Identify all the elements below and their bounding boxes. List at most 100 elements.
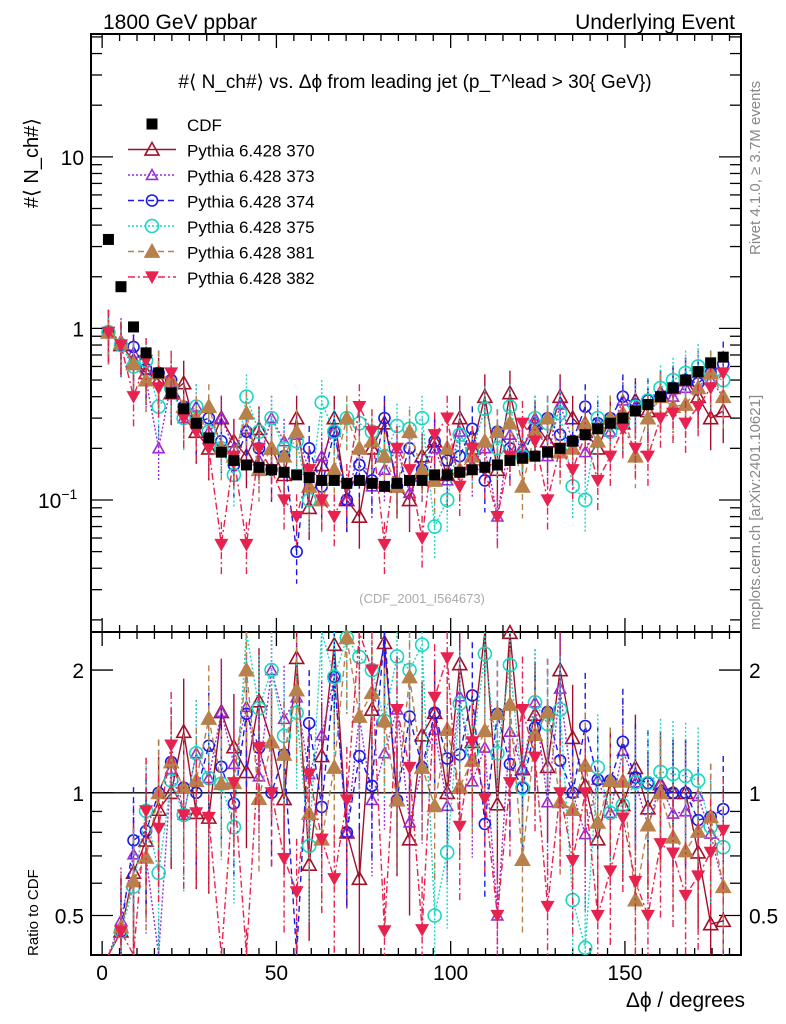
data-point [529, 450, 541, 462]
data-point [266, 464, 278, 476]
ratio-point [702, 915, 720, 931]
data-point [680, 374, 692, 386]
ratio-point [327, 670, 341, 684]
ratio-point [302, 716, 316, 730]
data-point [275, 447, 293, 463]
data-point [165, 387, 177, 399]
data-point [125, 355, 142, 371]
data-point [654, 391, 666, 403]
data-point [102, 233, 114, 245]
ratio-point [514, 850, 531, 866]
x-tick-label: 150 [607, 962, 642, 985]
ratio-point [465, 774, 480, 787]
ratio-point [275, 745, 293, 761]
data-point [528, 435, 543, 449]
data-point [705, 357, 717, 369]
data-point [427, 519, 442, 534]
data-point [579, 429, 591, 441]
data-point [264, 410, 279, 426]
data-point [615, 423, 630, 436]
ratio-point [478, 817, 492, 831]
ratio-point [325, 636, 343, 652]
data-point [101, 326, 116, 340]
ratio-point [639, 816, 657, 832]
ratio-point [240, 707, 253, 721]
data-point [477, 401, 493, 417]
ratio-point [313, 747, 331, 763]
ratio-point [690, 773, 706, 788]
ratio-point [113, 925, 128, 939]
data-point [251, 442, 266, 456]
ratio-y-tick-label-left: 2 [72, 660, 84, 683]
ratio-point [264, 787, 279, 800]
data-point [314, 449, 329, 462]
data-point [703, 382, 718, 395]
ratio-series-pythia-6-428-382 [107, 631, 731, 958]
ratio-point [451, 655, 469, 671]
data-point [479, 461, 491, 473]
ratio-point [238, 661, 255, 677]
data-point [440, 412, 455, 426]
data-point [404, 474, 416, 486]
ratio-point [212, 775, 230, 791]
ratio-point [539, 703, 556, 719]
ratio-point [364, 664, 379, 678]
data-point [678, 417, 693, 431]
data-point [240, 459, 252, 471]
ratio-point [314, 728, 329, 741]
data-point [215, 446, 227, 458]
ratio-line [107, 631, 724, 956]
data-point [501, 414, 519, 430]
series-line [108, 331, 724, 517]
ratio-point [666, 847, 681, 861]
data-point [352, 401, 367, 414]
data-point [314, 494, 329, 507]
data-point [653, 412, 668, 426]
data-point [667, 382, 679, 394]
data-point [427, 429, 442, 442]
series-line [107, 331, 724, 545]
ratio-point [377, 925, 392, 938]
ratio-point [452, 820, 467, 834]
data-point [452, 427, 468, 443]
data-point [439, 492, 455, 508]
ratio-point [589, 813, 607, 829]
ratio-point [401, 668, 418, 684]
data-point [578, 445, 593, 458]
ratio-y-tick-label-right: 2 [749, 660, 761, 683]
data-point [416, 474, 428, 486]
ratio-point [578, 787, 593, 800]
data-point [328, 474, 340, 486]
ratio-point [578, 826, 593, 840]
plot-title: #⟨ N_ch#⟩ vs. Δϕ from leading jet (p_T^l… [178, 72, 651, 93]
ratio-line [107, 631, 724, 956]
series-line [107, 331, 724, 502]
data-point [628, 442, 643, 456]
ratio-point [201, 811, 216, 825]
ratio-point [577, 940, 593, 956]
ratio-point [414, 637, 430, 653]
data-point [228, 454, 240, 466]
legend-marker [145, 167, 159, 181]
data-point [515, 417, 530, 431]
data-point [353, 474, 365, 486]
legend-marker [143, 242, 161, 258]
data-point [491, 459, 503, 471]
ratio-point [440, 652, 455, 665]
rivet-version-label: Rivet 4.1.0, ≥ 3.7M events [747, 81, 764, 255]
data-point [390, 442, 405, 456]
ratio-point [452, 696, 468, 711]
series-line [107, 331, 724, 552]
data-point [366, 477, 378, 489]
y-tick-label: 10 [61, 147, 84, 170]
data-point [539, 409, 556, 425]
ratio-point [490, 745, 505, 761]
data-point [291, 469, 303, 481]
y-axis-label: #⟨ N_ch#⟩ [21, 118, 43, 208]
x-tick-label: 100 [433, 962, 468, 985]
ratio-point [288, 681, 305, 697]
ratio-point [376, 634, 393, 650]
ratio-point [691, 870, 706, 883]
data-point [454, 466, 466, 478]
data-point [451, 409, 469, 425]
